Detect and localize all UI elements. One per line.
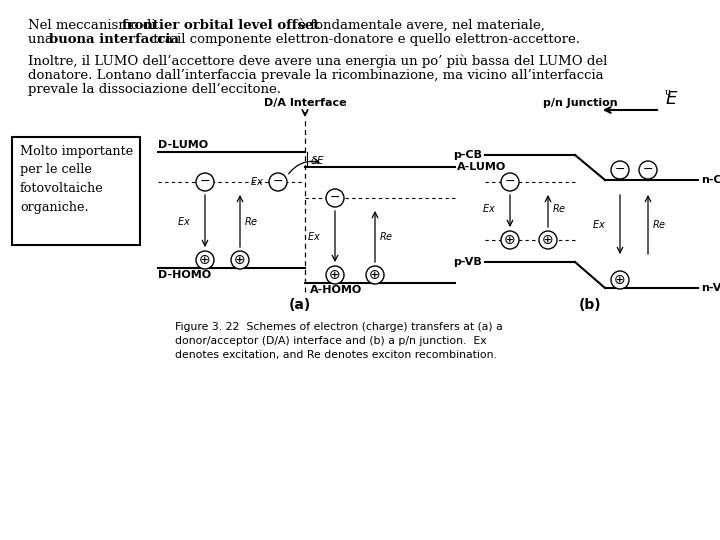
Circle shape [196, 173, 214, 191]
Text: D-HOMO: D-HOMO [158, 270, 211, 280]
Text: −: − [273, 175, 283, 188]
Text: (a): (a) [289, 298, 311, 312]
Text: tra il componente elettron-donatore e quello elettron-accettore.: tra il componente elettron-donatore e qu… [149, 33, 580, 46]
Circle shape [501, 231, 519, 249]
Text: Nel meccanismo di: Nel meccanismo di [28, 19, 160, 32]
Circle shape [269, 173, 287, 191]
Text: A-LUMO: A-LUMO [457, 162, 506, 172]
Text: è fondamentale avere, nel materiale,: è fondamentale avere, nel materiale, [294, 19, 544, 32]
Circle shape [366, 266, 384, 284]
Text: $Re$: $Re$ [244, 215, 258, 227]
Text: (b): (b) [579, 298, 601, 312]
Text: donatore. Lontano dall’interfaccia prevale la ricombinazione, ma vicino all’inte: donatore. Lontano dall’interfaccia preva… [28, 69, 603, 82]
Text: frontier orbital level offset: frontier orbital level offset [122, 19, 320, 32]
Text: $E$: $E$ [665, 90, 678, 108]
Text: ⊕: ⊕ [369, 267, 381, 281]
Text: −: − [615, 163, 625, 176]
Circle shape [196, 251, 214, 269]
Text: Figure 3. 22  Schemes of electron (charge) transfers at (a) a
donor/acceptor (D/: Figure 3. 22 Schemes of electron (charge… [175, 322, 503, 360]
Text: $Re$: $Re$ [652, 219, 666, 231]
Text: $Ex$: $Ex$ [250, 175, 264, 187]
Text: $Ex$: $Ex$ [307, 231, 321, 242]
Text: Molto importante
per le celle
fotovoltaiche
organiche.: Molto importante per le celle fotovoltai… [20, 145, 133, 213]
Text: p/n Junction: p/n Junction [543, 98, 617, 108]
Text: ⊕: ⊕ [614, 273, 626, 287]
Circle shape [539, 231, 557, 249]
Text: $Ex$: $Ex$ [482, 202, 496, 214]
Text: D/A Interface: D/A Interface [264, 98, 346, 108]
Text: n-CB: n-CB [701, 175, 720, 185]
Text: buona interfaccia: buona interfaccia [49, 33, 179, 46]
Text: D-LUMO: D-LUMO [158, 140, 208, 150]
Text: p-VB: p-VB [454, 257, 482, 267]
Text: ⊕: ⊕ [329, 267, 341, 281]
Circle shape [639, 161, 657, 179]
Bar [12, 137, 140, 245]
Text: −: − [505, 175, 516, 188]
Text: −: − [330, 191, 341, 204]
Text: ⊕: ⊕ [199, 253, 211, 267]
Circle shape [611, 271, 629, 289]
Text: prevale la dissociazione dell’eccitone.: prevale la dissociazione dell’eccitone. [28, 83, 281, 96]
Text: $Re$: $Re$ [379, 231, 393, 242]
Text: u: u [665, 88, 671, 97]
Text: p-CB: p-CB [453, 150, 482, 160]
Text: ⊕: ⊕ [542, 233, 554, 246]
Text: −: − [199, 175, 210, 188]
Text: $\delta E$: $\delta E$ [310, 153, 325, 165]
Circle shape [326, 189, 344, 207]
Text: ⊕: ⊕ [234, 253, 246, 267]
Text: una: una [28, 33, 58, 46]
Text: Inoltre, il LUMO dell’accettore deve avere una energia un po’ più bassa del LUMO: Inoltre, il LUMO dell’accettore deve ave… [28, 55, 608, 69]
Text: ⊕: ⊕ [504, 233, 516, 246]
Text: −: − [643, 163, 653, 176]
Text: $Ex$: $Ex$ [177, 215, 191, 227]
Text: n-VB: n-VB [701, 283, 720, 293]
Text: $Re$: $Re$ [552, 202, 567, 214]
Text: A-HOMO: A-HOMO [310, 285, 362, 295]
Text: $Ex$: $Ex$ [592, 219, 606, 231]
Circle shape [501, 173, 519, 191]
Circle shape [326, 266, 344, 284]
Circle shape [231, 251, 249, 269]
Circle shape [611, 161, 629, 179]
